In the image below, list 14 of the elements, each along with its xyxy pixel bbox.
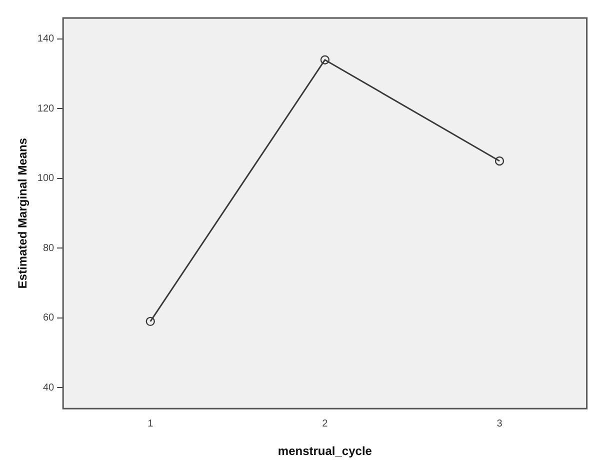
y-tick-label: 100 (37, 173, 55, 184)
y-tick-label: 120 (37, 103, 55, 114)
point (320, 55, 330, 64)
y-tick-label: 60 (42, 312, 55, 324)
x-tick-label: 3 (496, 418, 503, 430)
x-tick-label: 1 (148, 418, 154, 430)
y-tick-label: 40 (42, 382, 55, 394)
point (146, 316, 155, 326)
y-tick-label: 80 (42, 242, 55, 254)
x-tick-label: 2 (322, 418, 328, 430)
y-tick-label: 140 (37, 34, 55, 45)
y-axis-title: Estimated Marginal Means (16, 138, 30, 289)
point (494, 156, 504, 166)
x-axis-title: menstrual_cycle (278, 444, 372, 458)
